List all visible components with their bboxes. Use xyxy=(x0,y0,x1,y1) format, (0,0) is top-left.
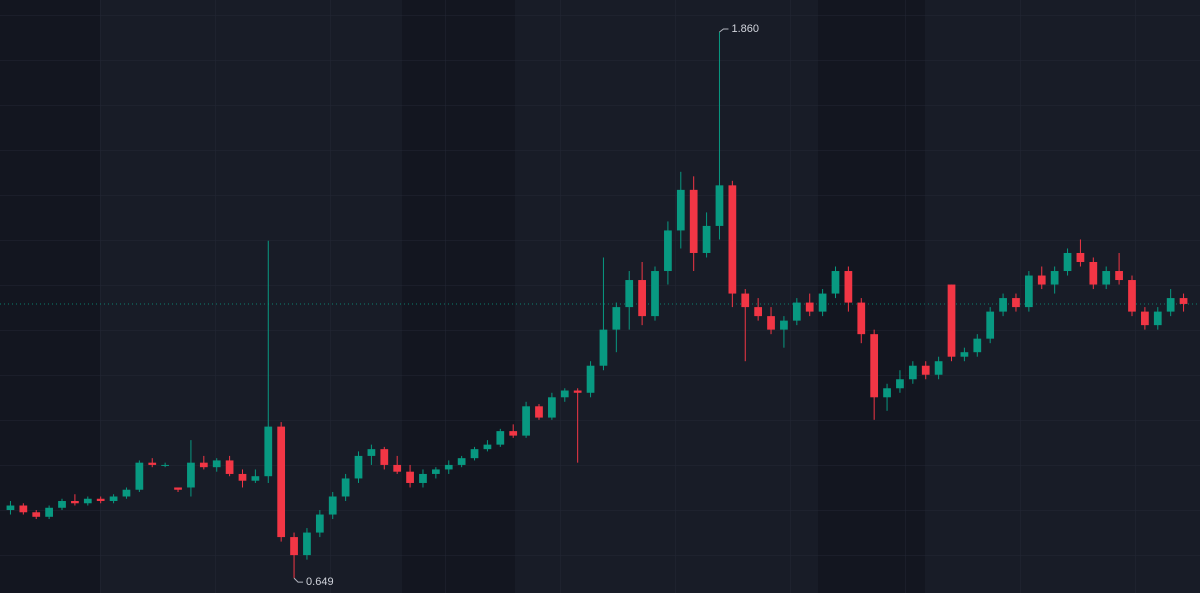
candle-body xyxy=(419,473,427,483)
candle-body xyxy=(45,507,53,517)
candle-body xyxy=(174,487,182,490)
candle-body xyxy=(71,501,79,504)
candle-body xyxy=(857,302,866,335)
candle-body xyxy=(792,302,801,321)
annotation-leader xyxy=(293,577,304,583)
candle-body xyxy=(754,307,763,317)
candle-body xyxy=(444,464,453,470)
candle-body xyxy=(1166,298,1175,312)
candle-body xyxy=(767,316,775,330)
candle-body xyxy=(212,460,221,468)
candle-body xyxy=(960,352,969,357)
candle-body xyxy=(187,462,195,488)
candle-body xyxy=(58,501,66,508)
candle-body xyxy=(315,514,324,533)
annotation-leader xyxy=(719,28,729,33)
candle-body xyxy=(1141,311,1149,326)
candle-body xyxy=(908,365,917,380)
candle-body xyxy=(973,338,982,353)
candle-body xyxy=(1050,271,1059,285)
candle-body xyxy=(199,462,208,468)
candle-body xyxy=(638,280,646,317)
candle-body xyxy=(522,406,530,436)
candle-body xyxy=(328,496,337,515)
candle-body xyxy=(560,390,569,398)
candle-body xyxy=(599,329,608,366)
candle-body xyxy=(741,293,750,308)
candle-body xyxy=(470,449,479,459)
candle-body xyxy=(161,464,170,466)
candle-body xyxy=(148,462,157,465)
candle-body xyxy=(548,397,556,418)
candle-body xyxy=(277,426,286,538)
candle-body xyxy=(625,280,634,308)
candle-body xyxy=(586,365,595,393)
candle-body xyxy=(354,455,363,479)
candle-body xyxy=(1037,275,1046,285)
candle-body xyxy=(509,431,518,436)
candle-body xyxy=(1089,262,1098,285)
candle-body xyxy=(702,225,711,253)
candle-body xyxy=(303,532,311,556)
candle-body xyxy=(999,298,1007,312)
candle-body xyxy=(664,230,672,272)
candle-body xyxy=(818,293,827,312)
candle-body xyxy=(612,307,621,330)
candle-body xyxy=(1179,298,1188,304)
candle-body xyxy=(341,478,350,497)
candle-body xyxy=(251,476,260,481)
candle-body xyxy=(431,469,440,474)
candle-body xyxy=(32,512,41,517)
annotation-high: 1.860 xyxy=(731,23,759,35)
candle-body xyxy=(651,271,659,317)
candle-body xyxy=(96,498,105,502)
candle-body xyxy=(947,284,956,357)
candle-body xyxy=(986,311,995,339)
annotation-low: 0.649 xyxy=(306,576,334,588)
candle-body xyxy=(290,537,298,556)
candle-body xyxy=(780,320,788,330)
candle-body xyxy=(264,426,273,477)
candle-body xyxy=(238,473,247,481)
candle-body xyxy=(883,388,891,398)
candle-body xyxy=(380,449,389,465)
candle-body xyxy=(870,334,879,398)
candle-body xyxy=(496,431,505,445)
candle-body xyxy=(122,489,131,497)
candle-body xyxy=(109,496,118,502)
candle-body xyxy=(225,460,234,474)
candle-body xyxy=(805,302,814,312)
candle-body xyxy=(1128,280,1136,312)
candle-body xyxy=(457,458,466,465)
candle-body xyxy=(1153,311,1162,326)
candle-body xyxy=(676,189,685,231)
candle-body xyxy=(689,189,698,253)
candle-body xyxy=(6,505,15,511)
candle-body xyxy=(1115,271,1123,281)
candle-body xyxy=(1012,298,1020,308)
candle-body xyxy=(393,464,402,472)
candle-body xyxy=(19,505,28,513)
candle-body xyxy=(83,498,92,504)
candle-body xyxy=(406,471,414,483)
candle-body xyxy=(573,390,582,393)
candle-body xyxy=(934,361,943,375)
candle-body xyxy=(483,444,492,450)
candle-body xyxy=(1076,252,1085,263)
candle-body xyxy=(921,365,930,375)
candle-body xyxy=(728,185,737,294)
candle-body xyxy=(1102,271,1111,285)
candle-body xyxy=(535,406,543,418)
candle-body xyxy=(715,185,724,226)
candle-body xyxy=(896,379,904,389)
candle-body xyxy=(135,462,144,490)
candle-body xyxy=(1024,275,1033,308)
candle-body xyxy=(1063,252,1072,272)
candle-body xyxy=(831,271,840,294)
candle-body xyxy=(844,271,853,303)
candle-body xyxy=(367,449,376,456)
